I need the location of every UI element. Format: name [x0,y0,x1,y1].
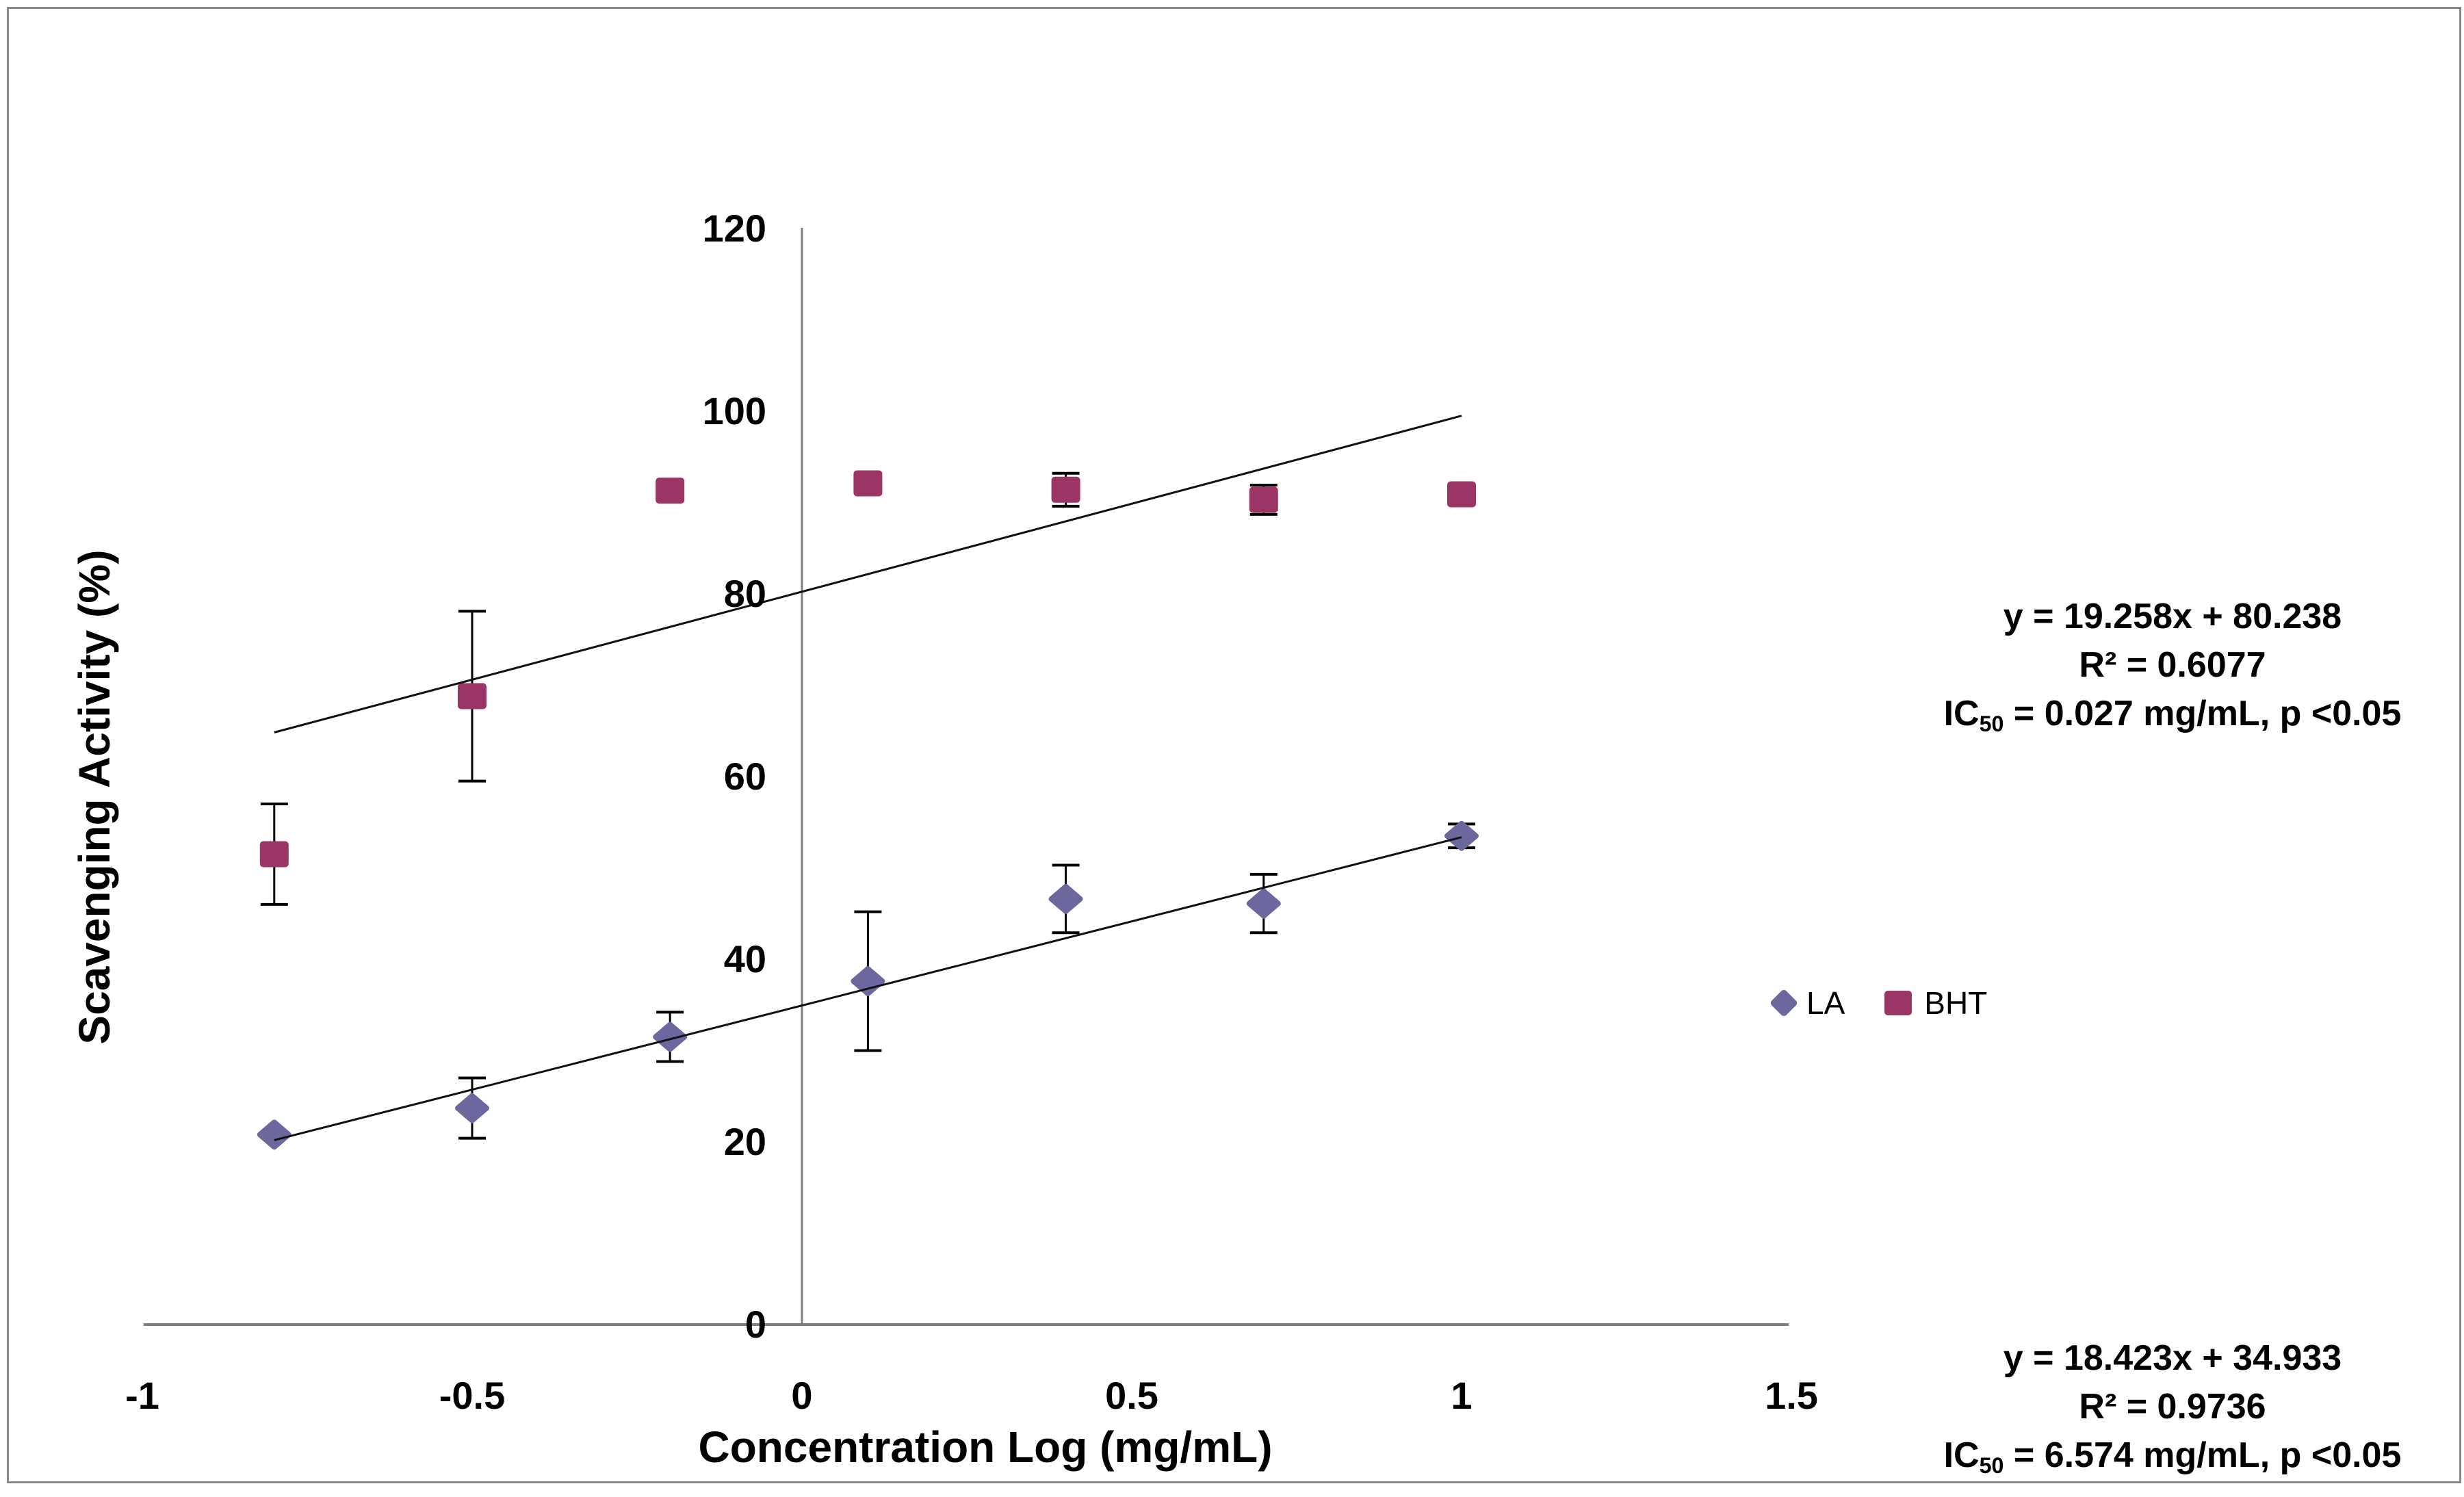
x-axis-title: Concentration Log (mg/mL) [698,1422,1273,1472]
la-diamond-icon [1769,988,1799,1018]
la-data-point [455,1093,489,1123]
x-tick-label: 0.5 [1105,1374,1158,1417]
legend-item-bht: BHT [1884,985,1987,1021]
y-tick-label: 80 [723,572,766,615]
legend-label-la: LA [1806,985,1845,1021]
la-data-point [851,966,885,997]
bht-data-point [853,470,883,497]
bht-data-point [1249,486,1278,513]
legend-item-la: LA [1769,985,1845,1021]
la-data-point [257,1119,291,1150]
y-tick-label: 120 [702,207,766,250]
bht-data-point [259,841,289,868]
la-r2-line: R² = 0.9736 [2079,1387,2266,1427]
legend-label-bht: BHT [1924,985,1988,1021]
x-tick-label: 0 [791,1374,813,1417]
trendline [274,836,1462,1141]
trendline [274,415,1462,733]
bht-equation-block: y = 19.258x + 80.238 R² = 0.6077 IC50 = … [1875,593,2464,748]
la-equation-line: y = 18.423x + 34.933 [2003,1338,2342,1378]
legend: LA BHT [1769,978,1987,1028]
x-tick-label: 1.5 [1765,1374,1818,1417]
x-tick-label: 1 [1451,1374,1473,1417]
bht-ic50-line: IC50 = 0.027 mg/mL, p <0.05 [1943,694,2402,737]
y-axis-title: Scavenging Activity (%) [70,549,119,1045]
la-data-point [653,1021,688,1052]
bht-r2-line: R² = 0.6077 [2079,645,2266,685]
la-equation-block: y = 18.423x + 34.933 R² = 0.9736 IC50 = … [1875,1334,2464,1490]
bht-data-point [1051,476,1080,503]
chart-border [7,7,2461,1483]
la-data-point [1246,888,1281,919]
bht-equation-line: y = 19.258x + 80.238 [2003,597,2342,636]
bht-square-icon [1884,991,1912,1015]
y-tick-label: 100 [702,389,766,432]
bht-data-point [1447,481,1476,508]
y-tick-label: 60 [723,755,766,798]
y-tick-label: 20 [723,1120,766,1163]
la-ic50-line: IC50 = 6.574 mg/mL, p <0.05 [1943,1435,2402,1479]
y-tick-label: 40 [723,937,766,980]
la-data-point [1444,820,1479,851]
la-data-point [1048,883,1083,914]
x-tick-label: -1 [125,1374,159,1417]
x-tick-label: -0.5 [439,1374,506,1417]
bht-data-point [458,683,487,710]
y-tick-label: 0 [744,1303,766,1346]
bht-data-point [656,478,685,504]
